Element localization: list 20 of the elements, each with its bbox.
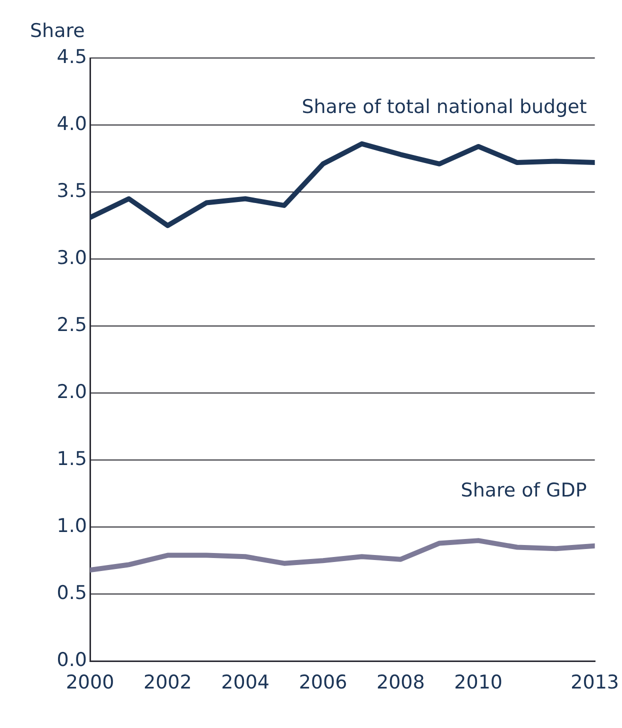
x-tick-label: 2010 <box>454 672 503 694</box>
x-tick-label: 2006 <box>298 672 348 694</box>
x-tick-label: 2002 <box>143 672 192 694</box>
x-tick-label: 2008 <box>376 672 425 694</box>
x-tick-label: 2004 <box>221 672 270 694</box>
y-axis-title: Share <box>30 20 85 42</box>
y-tick-label: 1.0 <box>56 515 87 538</box>
y-tick-label: 0.0 <box>56 649 87 672</box>
x-tick-label: 2000 <box>66 672 114 694</box>
y-tick-label: 2.0 <box>56 381 87 404</box>
y-tick-label: 2.5 <box>56 314 87 336</box>
text: Share of total national budget <box>302 96 587 118</box>
y-tick-label: 4.0 <box>56 112 87 135</box>
y-tick-label: 1.5 <box>56 448 87 470</box>
text: Share of GDP <box>460 479 587 502</box>
y-tick-label: 3.5 <box>56 180 87 202</box>
x-tick-label: 2013 <box>570 672 620 694</box>
y-tick-label: 0.5 <box>56 582 87 604</box>
y-tick-label: 4.5 <box>56 46 87 68</box>
y-tick-label: 3.0 <box>56 247 87 270</box>
